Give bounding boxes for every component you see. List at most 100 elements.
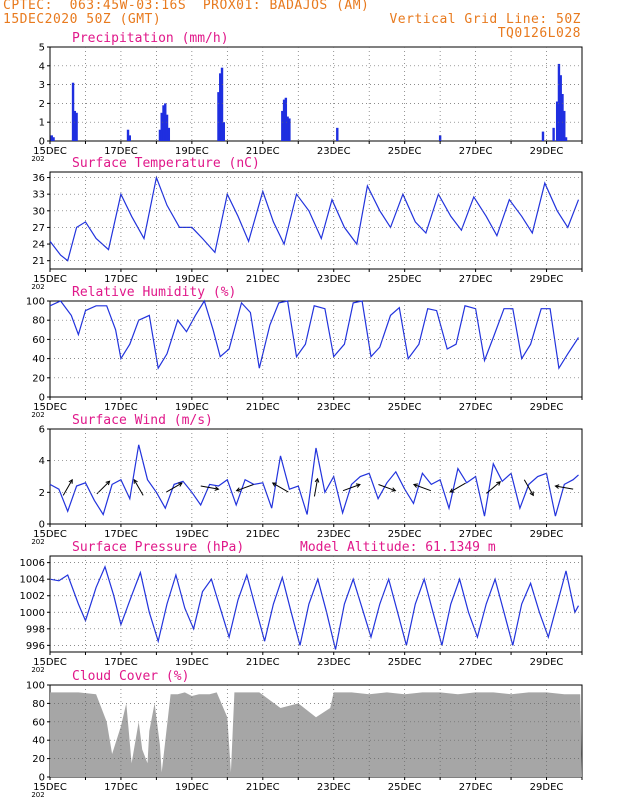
precip-bar bbox=[561, 94, 564, 141]
x-year-sub-label: 202 bbox=[31, 155, 44, 163]
y-tick-label: 6 bbox=[39, 425, 45, 436]
series-line-rh bbox=[49, 299, 580, 370]
y-tick-label: 36 bbox=[32, 173, 45, 184]
precip-bar bbox=[564, 137, 568, 141]
y-tick-label: 27 bbox=[32, 223, 45, 234]
y-tick-label: 40 bbox=[32, 354, 45, 365]
y-tick-label: 20 bbox=[32, 373, 45, 384]
wind-arrow-head bbox=[314, 477, 320, 483]
series-line-wind bbox=[49, 444, 579, 517]
precip-bar bbox=[71, 82, 75, 141]
x-tick-label: 21DEC bbox=[246, 402, 280, 413]
x-tick-label: 27DEC bbox=[459, 146, 493, 157]
panel-title-precip: Precipitation (mm/h) bbox=[72, 31, 229, 46]
x-tick-label: 23DEC bbox=[317, 529, 351, 540]
x-tick-label: 21DEC bbox=[246, 657, 280, 668]
wind-arrow bbox=[449, 482, 466, 493]
x-tick-label: 17DEC bbox=[104, 657, 138, 668]
wind-arrow-head bbox=[105, 480, 111, 486]
precip-bar bbox=[162, 105, 165, 141]
x-tick-label: 27DEC bbox=[459, 402, 493, 413]
x-tick-label: 17DEC bbox=[104, 146, 138, 157]
x-tick-label: 27DEC bbox=[459, 274, 493, 285]
y-tick-label: 1004 bbox=[20, 575, 45, 586]
precip-bar bbox=[559, 75, 562, 141]
panel-title-rh: Relative Humidity (%) bbox=[72, 285, 236, 300]
x-tick-label: 15DEC bbox=[33, 146, 67, 157]
header-line1: CPTEC: 063:45W-03:16S PROX01: BADAJOS (A… bbox=[3, 0, 370, 13]
x-tick-label: 19DEC bbox=[175, 529, 209, 540]
x-tick-label: 17DEC bbox=[104, 782, 138, 793]
precip-bar bbox=[552, 127, 555, 141]
x-tick-label: 15DEC bbox=[33, 529, 67, 540]
x-tick-label: 23DEC bbox=[317, 146, 351, 157]
wind-arrow-head bbox=[235, 487, 241, 492]
precip-bar bbox=[75, 112, 78, 141]
plot-frame-pres bbox=[49, 555, 583, 653]
precip-bar bbox=[50, 135, 53, 141]
x-tick-label: 21DEC bbox=[246, 782, 280, 793]
wind-arrow bbox=[96, 480, 110, 495]
precip-bar bbox=[222, 122, 225, 141]
y-tick-label: 60 bbox=[32, 335, 45, 346]
y-tick-label: 3 bbox=[39, 80, 45, 91]
y-tick-label: 33 bbox=[32, 190, 45, 201]
precip-bar bbox=[555, 101, 559, 141]
precip-bar bbox=[164, 103, 167, 141]
wind-arrow-head bbox=[529, 491, 534, 497]
precip-bar bbox=[160, 112, 163, 141]
x-tick-label: 23DEC bbox=[317, 657, 351, 668]
panel-title-temp: Surface Temperature (nC) bbox=[72, 156, 260, 171]
wind-arrow bbox=[378, 484, 396, 492]
x-tick-label: 19DEC bbox=[175, 402, 209, 413]
precip-bar bbox=[336, 127, 339, 141]
x-tick-label: 19DEC bbox=[175, 782, 209, 793]
panel-title-wind: Surface Wind (m/s) bbox=[72, 413, 213, 428]
y-tick-label: 1000 bbox=[20, 608, 45, 619]
x-tick-label: 29DEC bbox=[530, 274, 564, 285]
y-tick-label: 1006 bbox=[20, 558, 45, 569]
plot-frame-wind bbox=[49, 428, 583, 525]
precip-bar bbox=[220, 67, 224, 141]
plot-frame-temp bbox=[49, 171, 583, 270]
y-tick-label: 24 bbox=[32, 240, 45, 251]
precip-bar bbox=[541, 131, 545, 141]
x-tick-label: 15DEC bbox=[33, 657, 67, 668]
x-tick-label: 21DEC bbox=[246, 529, 280, 540]
y-tick-label: 2 bbox=[39, 488, 45, 499]
precip-bar bbox=[52, 137, 55, 141]
y-tick-label: 4 bbox=[39, 61, 45, 72]
y-tick-label: 80 bbox=[32, 699, 45, 710]
x-year-sub-label: 202 bbox=[31, 283, 44, 291]
precip-bar bbox=[563, 110, 566, 141]
x-tick-label: 25DEC bbox=[388, 529, 422, 540]
plot-frame-precip bbox=[49, 46, 583, 142]
x-tick-label: 29DEC bbox=[530, 146, 564, 157]
y-tick-label: 5 bbox=[39, 43, 45, 54]
wind-arrow-head bbox=[554, 484, 560, 489]
precip-bar bbox=[288, 118, 291, 141]
y-tick-label: 100 bbox=[26, 681, 45, 692]
precip-bar bbox=[73, 110, 77, 141]
x-year-sub-label: 202 bbox=[31, 538, 44, 546]
x-tick-label: 17DEC bbox=[104, 529, 138, 540]
x-tick-label: 23DEC bbox=[317, 402, 351, 413]
precip-bar bbox=[165, 114, 169, 141]
precip-bar bbox=[126, 129, 130, 141]
wind-arrow bbox=[166, 482, 183, 493]
wind-arrow bbox=[133, 479, 144, 496]
x-tick-label: 15DEC bbox=[33, 402, 67, 413]
y-tick-label: 998 bbox=[26, 624, 45, 635]
precip-bar bbox=[158, 129, 162, 141]
x-tick-label: 27DEC bbox=[459, 657, 493, 668]
wind-arrow bbox=[62, 479, 73, 496]
panel-title-cloud: Cloud Cover (%) bbox=[72, 669, 189, 684]
precip-bar bbox=[128, 135, 131, 141]
panel-annotation-pres: Model Altitude: 61.1349 m bbox=[300, 540, 496, 555]
precip-bar bbox=[167, 127, 171, 141]
precip-bar bbox=[557, 63, 561, 141]
x-tick-label: 25DEC bbox=[388, 146, 422, 157]
wind-arrow-head bbox=[355, 483, 361, 488]
precip-bar bbox=[438, 135, 442, 141]
wind-arrow bbox=[313, 478, 319, 497]
